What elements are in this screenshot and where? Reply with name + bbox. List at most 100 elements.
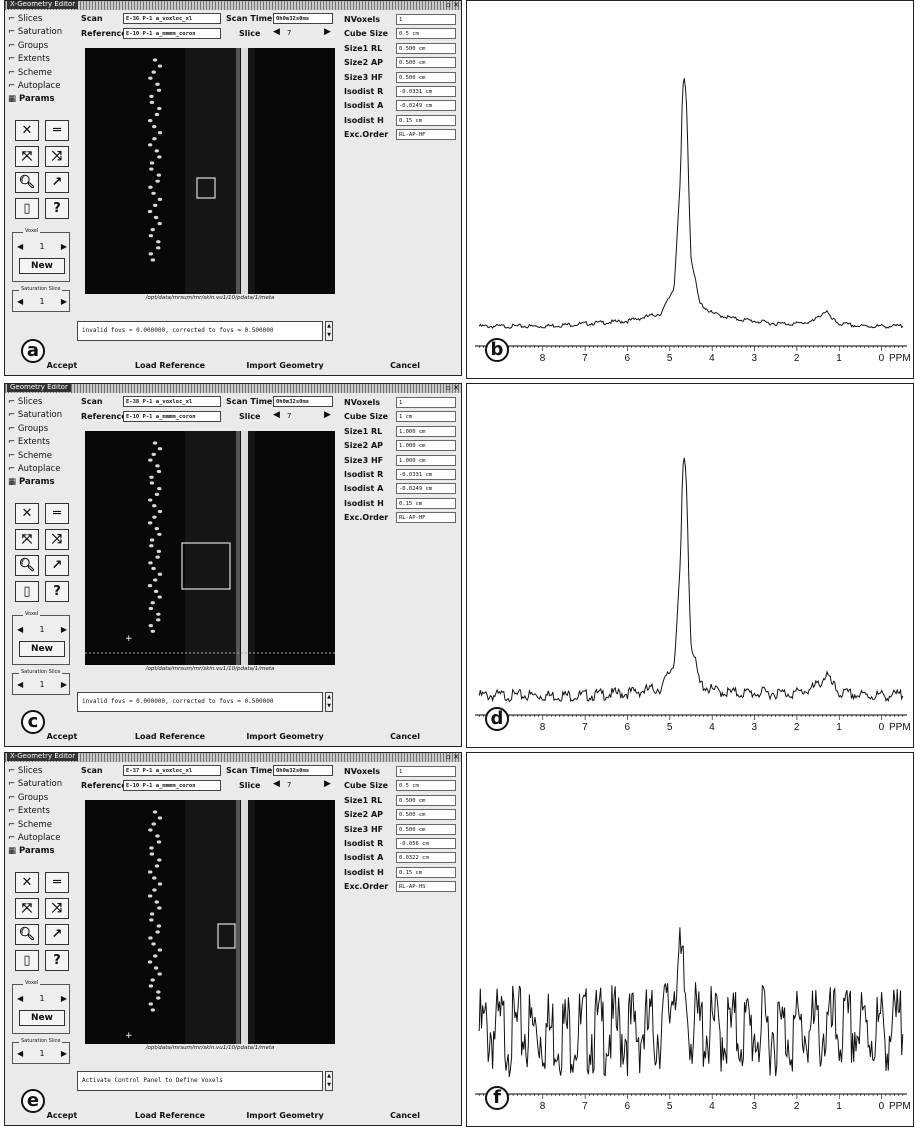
zoom-icon[interactable]: 🔍︎ — [15, 554, 39, 576]
arrow-left-icon[interactable]: ◀ — [17, 1048, 24, 1058]
nav-item-autoplace[interactable]: ⌐ Autoplace — [8, 80, 73, 93]
param-value-field[interactable]: 0.500 cm — [396, 71, 456, 83]
accept-button[interactable]: Accept — [46, 732, 78, 741]
nav-item-slices[interactable]: ⌐ Slices — [8, 396, 73, 409]
import-geometry-button[interactable]: Import Geometry — [246, 361, 324, 370]
param-value-field[interactable]: -0.0249 cm — [396, 100, 456, 112]
nav-item-scheme[interactable]: ⌐ Scheme — [8, 819, 73, 832]
radio-icon[interactable]: ⌐ — [8, 54, 18, 65]
arrow-left-icon[interactable]: ◀ — [17, 679, 24, 689]
arrow-right-icon[interactable]: ▶ — [60, 1048, 67, 1058]
voxel-box[interactable] — [217, 923, 236, 949]
slice-prev-icon[interactable]: ◀ — [273, 27, 280, 37]
radio-icon[interactable]: ⌐ — [8, 833, 18, 844]
new-button[interactable]: New — [19, 257, 65, 274]
arrow-right-icon[interactable]: ▶ — [60, 679, 67, 689]
radio-icon[interactable]: ⌐ — [8, 792, 18, 803]
arrow-left-icon[interactable]: ◀ — [17, 993, 24, 1003]
help-icon[interactable]: ? — [45, 949, 69, 971]
voxel-box[interactable] — [181, 542, 231, 590]
saturation-stepper[interactable]: ◀ 1 ▶ — [17, 1049, 67, 1058]
help-icon[interactable]: ? — [45, 197, 69, 219]
voxel-stepper[interactable]: ◀ 1 ▶ — [17, 994, 67, 1003]
nav-item-groups[interactable]: ⌐ Groups — [8, 792, 73, 805]
param-value-field[interactable]: 0.500 cm — [396, 794, 456, 806]
lines-tool-icon[interactable]: ═ — [45, 119, 69, 141]
radio-icon[interactable]: ⌐ — [8, 437, 18, 448]
scale-tool-icon[interactable]: ⤨ — [45, 897, 69, 919]
param-value-field[interactable]: 0.15 cm — [396, 866, 456, 878]
nav-item-slices[interactable]: ⌐ Slices — [8, 13, 73, 26]
radio-icon[interactable]: ⌐ — [8, 67, 18, 78]
import-geometry-button[interactable]: Import Geometry — [246, 1111, 324, 1120]
checkbox-checked-icon[interactable]: ▦ — [8, 477, 19, 488]
param-value-field[interactable]: 1.000 cm — [396, 440, 456, 452]
nav-item-saturation[interactable]: ⌐ Saturation — [8, 26, 73, 39]
param-value-field[interactable]: 0.15 cm — [396, 114, 456, 126]
voxel-box[interactable] — [196, 177, 216, 199]
message-scrollbar[interactable]: ▲ ▼ — [325, 1071, 333, 1091]
scale-tool-icon[interactable]: ⤨ — [45, 145, 69, 167]
load-reference-button[interactable]: Load Reference — [134, 732, 206, 741]
zoom-icon[interactable]: 🔍︎ — [15, 171, 39, 193]
close-icon[interactable]: ▫ ✕ — [446, 1, 459, 9]
param-value-field[interactable]: 1 — [396, 397, 456, 408]
arrow-left-icon[interactable]: ◀ — [17, 241, 24, 251]
slice-next-icon[interactable]: ▶ — [324, 27, 331, 37]
new-button[interactable]: New — [19, 640, 65, 657]
nav-item-extents[interactable]: ⌐ Extents — [8, 436, 73, 449]
radio-icon[interactable]: ⌐ — [8, 766, 18, 776]
scan-field[interactable]: E-38 P-1 a_voxloc_xl — [123, 396, 221, 407]
title-bar[interactable]: Geometry Editor ▫ ✕ — [5, 384, 461, 393]
voxel-stepper[interactable]: ◀ 1 ▶ — [17, 242, 67, 251]
param-value-field[interactable]: 0.5 cm — [396, 780, 456, 792]
reference-field[interactable]: E-10 P-1 a_mmmm_coron — [123, 28, 221, 39]
param-value-field[interactable]: 1 — [396, 766, 456, 777]
param-value-field[interactable]: RL-AP-HF — [396, 512, 456, 524]
nav-item-saturation[interactable]: ⌐ Saturation — [8, 409, 73, 422]
import-geometry-button[interactable]: Import Geometry — [246, 732, 324, 741]
checkbox-checked-icon[interactable]: ▦ — [8, 846, 19, 857]
saturation-stepper[interactable]: ◀ 1 ▶ — [17, 297, 67, 306]
accept-button[interactable]: Accept — [46, 1111, 78, 1120]
param-value-field[interactable]: -0.0249 cm — [396, 483, 456, 495]
arrow-left-icon[interactable]: ◀ — [17, 624, 24, 634]
rotate-tool-icon[interactable]: ↗ — [45, 554, 69, 576]
rotate-tool-icon[interactable]: ↗ — [45, 171, 69, 193]
scale-tool-icon[interactable]: ⤨ — [45, 528, 69, 550]
saturation-stepper[interactable]: ◀ 1 ▶ — [17, 680, 67, 689]
radio-icon[interactable]: ⌐ — [8, 27, 18, 38]
resize-tool-icon[interactable]: ⤧ — [15, 528, 39, 550]
select-tool-icon[interactable]: ▯ — [15, 580, 39, 602]
param-value-field[interactable]: -0.056 cm — [396, 838, 456, 849]
close-icon[interactable]: ▫ ✕ — [446, 753, 459, 761]
param-value-field[interactable]: 0.0322 cm — [396, 852, 456, 864]
arrow-right-icon[interactable]: ▶ — [60, 624, 67, 634]
nav-item-autoplace[interactable]: ⌐ Autoplace — [8, 832, 73, 845]
param-value-field[interactable]: 0.500 cm — [396, 57, 456, 69]
radio-icon[interactable]: ⌐ — [8, 819, 18, 830]
help-icon[interactable]: ? — [45, 580, 69, 602]
scan-field[interactable]: E-37 P-1 a_voxloc_xl — [123, 765, 221, 776]
title-bar[interactable]: X-Geometry Editor ▫ ✕ — [5, 753, 461, 762]
radio-icon[interactable]: ⌐ — [8, 14, 18, 24]
slice-prev-icon[interactable]: ◀ — [273, 410, 280, 420]
radio-icon[interactable]: ⌐ — [8, 450, 18, 461]
close-icon[interactable]: ▫ ✕ — [446, 384, 459, 392]
radio-icon[interactable]: ⌐ — [8, 40, 18, 51]
radio-icon[interactable]: ⌐ — [8, 81, 18, 92]
param-value-field[interactable]: 1 — [396, 14, 456, 25]
cancel-button[interactable]: Cancel — [390, 361, 420, 370]
param-value-field[interactable]: 1 cm — [396, 411, 456, 423]
param-value-field[interactable]: -0.0331 cm — [396, 469, 456, 480]
nav-item-params[interactable]: ▦ Params — [8, 93, 73, 106]
radio-icon[interactable]: ⌐ — [8, 423, 18, 434]
accept-button[interactable]: Accept — [46, 361, 78, 370]
select-tool-icon[interactable]: ▯ — [15, 949, 39, 971]
nav-item-autoplace[interactable]: ⌐ Autoplace — [8, 463, 73, 476]
resize-tool-icon[interactable]: ⤧ — [15, 897, 39, 919]
nav-item-params[interactable]: ▦ Params — [8, 845, 73, 858]
scan-field[interactable]: E-36 P-1 a_voxloc_xl — [123, 13, 221, 24]
load-reference-button[interactable]: Load Reference — [134, 361, 206, 370]
rotate-tool-icon[interactable]: ↗ — [45, 923, 69, 945]
